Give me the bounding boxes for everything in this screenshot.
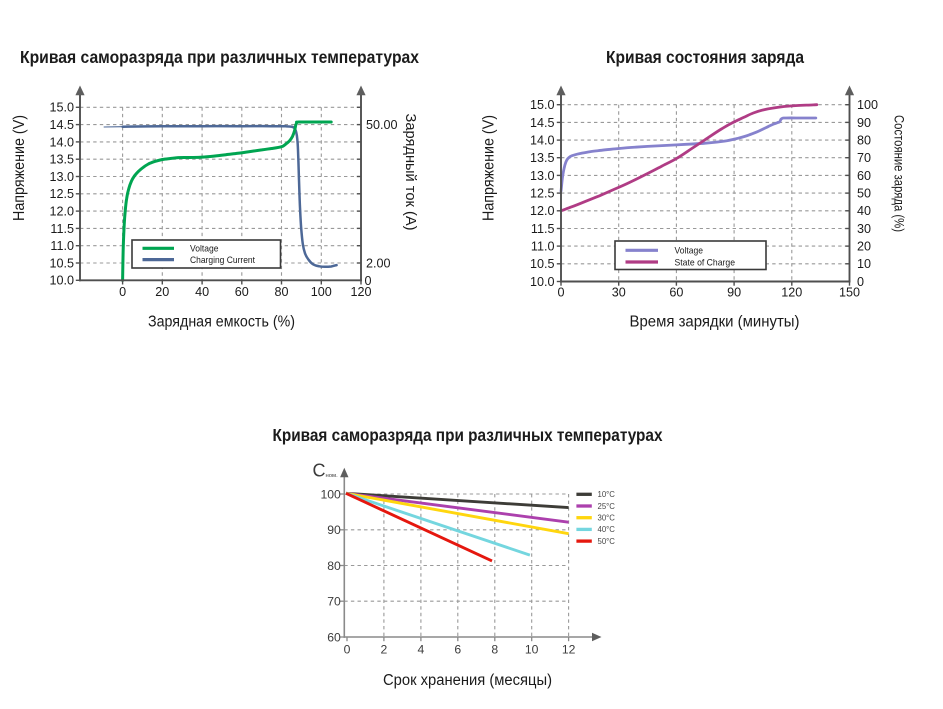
svg-text:Зарядный ток (А): Зарядный ток (А) [402,114,419,231]
svg-text:11.0: 11.0 [531,240,555,254]
svg-text:10: 10 [525,643,539,657]
svg-text:60: 60 [327,630,341,644]
svg-text:Срок хранения (месяцы): Срок хранения (месяцы) [383,672,552,689]
svg-text:10: 10 [857,257,871,271]
svg-text:50°C: 50°C [598,537,616,546]
svg-text:2.00: 2.00 [366,256,391,270]
svg-text:60: 60 [857,169,871,183]
svg-text:30: 30 [612,286,626,300]
svg-text:80: 80 [857,134,871,148]
svg-text:150: 150 [839,286,860,300]
svg-text:Зарядная емкость (%): Зарядная емкость (%) [148,313,295,330]
svg-text:2: 2 [381,643,388,657]
svg-text:11.5: 11.5 [50,222,74,236]
svg-text:20: 20 [155,285,169,299]
svg-text:11.0: 11.0 [50,239,74,253]
svg-text:13.5: 13.5 [530,151,555,165]
svg-text:80: 80 [327,559,341,573]
svg-text:14.5: 14.5 [530,116,555,130]
svg-text:10.0: 10.0 [49,274,74,288]
svg-text:10.0: 10.0 [530,275,555,289]
svg-text:0: 0 [344,643,351,657]
svg-text:100: 100 [857,98,878,112]
svg-text:70: 70 [857,151,871,165]
svg-text:100: 100 [311,285,332,299]
svg-text:Voltage: Voltage [190,244,219,254]
svg-text:11.5: 11.5 [531,222,555,236]
svg-text:Кривая саморазряда при различн: Кривая саморазряда при различных темпера… [273,425,663,445]
svg-text:60: 60 [235,285,249,299]
svg-text:70: 70 [327,595,341,609]
svg-text:6: 6 [454,643,461,657]
svg-text:13.0: 13.0 [49,170,74,184]
svg-text:13.5: 13.5 [49,153,74,167]
svg-text:State of Charge: State of Charge [675,257,736,267]
svg-text:10°C: 10°C [598,490,616,499]
svg-text:Время зарядки (минуты): Время зарядки (минуты) [630,313,800,330]
svg-text:0: 0 [557,286,564,300]
svg-text:4: 4 [418,643,425,657]
svg-text:14.0: 14.0 [49,135,74,149]
svg-text:30°C: 30°C [598,514,616,523]
svg-text:14.5: 14.5 [49,118,74,132]
svg-text:90: 90 [727,286,741,300]
svg-text:12: 12 [562,643,576,657]
svg-text:12.0: 12.0 [530,204,555,218]
svg-text:12.5: 12.5 [49,187,74,201]
svg-text:15.0: 15.0 [530,98,555,112]
svg-text:30: 30 [857,222,871,236]
svg-text:25°C: 25°C [598,502,616,511]
svg-text:Кривая саморазряда при различн: Кривая саморазряда при различных темпера… [20,47,419,67]
svg-text:40°C: 40°C [598,525,616,534]
svg-text:Кривая состояния заряда: Кривая состояния заряда [606,47,804,67]
svg-text:90: 90 [857,116,871,130]
svg-text:14.0: 14.0 [530,134,555,148]
svg-text:15.0: 15.0 [49,101,74,115]
svg-text:0: 0 [857,275,864,289]
svg-text:0: 0 [365,274,372,288]
svg-text:20: 20 [857,240,871,254]
svg-text:Состояние заряда (%): Состояние заряда (%) [892,115,907,232]
svg-text:Напряжение (V): Напряжение (V) [481,115,498,221]
svg-text:Напряжение (V): Напряжение (V) [11,115,28,221]
svg-text:50.00: 50.00 [366,118,398,132]
svg-text:40: 40 [857,204,871,218]
svg-text:10.5: 10.5 [530,257,555,271]
svg-text:60: 60 [669,286,683,300]
svg-text:13.0: 13.0 [530,169,555,183]
svg-text:10.5: 10.5 [49,256,74,270]
svg-text:100: 100 [320,487,341,501]
svg-text:12.0: 12.0 [49,205,74,219]
svg-text:12.5: 12.5 [530,187,555,201]
svg-text:Charging Current: Charging Current [190,255,255,265]
svg-text:40: 40 [195,285,209,299]
svg-text:120: 120 [350,285,371,299]
svg-text:8: 8 [491,643,498,657]
svg-text:90: 90 [327,523,341,537]
svg-text:120: 120 [781,286,802,300]
svg-text:80: 80 [274,285,288,299]
svg-text:Voltage: Voltage [675,246,704,256]
svg-text:0: 0 [119,285,126,299]
svg-text:50: 50 [857,187,871,201]
